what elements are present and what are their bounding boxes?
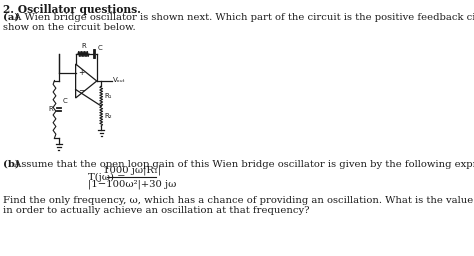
Text: C: C xyxy=(98,45,102,51)
Text: 1000 jω|R₁|: 1000 jω|R₁| xyxy=(103,165,161,175)
Text: T(jω) =: T(jω) = xyxy=(89,173,126,182)
Text: 2. Oscillator questions.: 2. Oscillator questions. xyxy=(3,4,141,15)
Text: C: C xyxy=(63,98,68,104)
Text: Assume that the open loop gain of this Wien bridge oscillator is given by the fo: Assume that the open loop gain of this W… xyxy=(10,160,474,169)
Text: in order to actually achieve an oscillation at that frequency?: in order to actually achieve an oscillat… xyxy=(3,206,310,215)
Text: −: − xyxy=(78,86,85,95)
Text: (b): (b) xyxy=(3,160,20,169)
Text: Find the only frequency, ω, which has a chance of providing an oscillation. What: Find the only frequency, ω, which has a … xyxy=(3,196,474,205)
Text: |1−100ω²|+30 jω: |1−100ω²|+30 jω xyxy=(88,179,176,189)
Text: R: R xyxy=(81,43,86,49)
Text: R₂: R₂ xyxy=(104,113,111,119)
Text: Vₒᵤₜ: Vₒᵤₜ xyxy=(113,77,126,83)
Text: A Wien bridge oscillator is shown next. Which part of the circuit is the positiv: A Wien bridge oscillator is shown next. … xyxy=(10,13,474,22)
Text: +: + xyxy=(78,68,85,77)
Text: R₁: R₁ xyxy=(104,93,111,99)
Text: (a): (a) xyxy=(3,13,19,22)
Text: R: R xyxy=(48,106,53,112)
Text: show on the circuit below.: show on the circuit below. xyxy=(3,23,136,32)
